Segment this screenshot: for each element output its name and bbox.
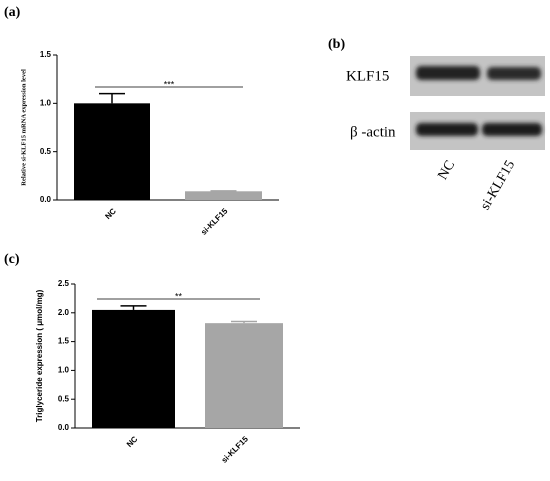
error-bar (99, 92, 125, 104)
bar (92, 309, 175, 428)
x-tick-label: si-KLF15 (199, 206, 230, 237)
y-axis-label: Relative si-KLF15 mRNA expression level (20, 69, 27, 186)
band (416, 123, 478, 136)
bar (205, 323, 283, 428)
y-tick-label: 0.5 (40, 147, 52, 156)
x-tick-label: NC (103, 206, 118, 221)
row-label: KLF15 (346, 68, 389, 84)
y-tick-label: 1.0 (58, 366, 70, 375)
lane-label: si-KLF15 (478, 158, 518, 213)
bar (74, 103, 150, 200)
band (487, 67, 541, 80)
y-tick-label: 0.0 (58, 423, 70, 432)
panel-label: (c) (4, 252, 20, 267)
row-label: β -actin (350, 124, 396, 140)
band (416, 66, 480, 80)
y-tick-label: 0.0 (40, 195, 52, 204)
significance-label: *** (164, 79, 175, 89)
panel-label: (a) (4, 5, 21, 20)
y-tick-label: 2.0 (58, 308, 70, 317)
y-axis-label: Triglyceride expression ( μmol/mg) (35, 289, 44, 422)
y-tick-label: 1.5 (40, 50, 52, 59)
x-tick-label: si-KLF15 (220, 434, 251, 465)
y-tick-label: 2.5 (58, 279, 70, 288)
lane-label: NC (436, 158, 459, 182)
band (482, 123, 542, 136)
bar (185, 191, 262, 200)
x-tick-label: NC (125, 434, 140, 449)
error-bar (120, 305, 147, 310)
y-tick-label: 1.5 (58, 337, 70, 346)
panel-label: (b) (328, 37, 345, 52)
y-tick-label: 0.5 (58, 394, 70, 403)
y-tick-label: 1.0 (40, 98, 52, 107)
western-blot: KLF15 β -actin NC si-KLF15 (346, 56, 545, 213)
significance-label: ** (175, 291, 183, 301)
error-bar (231, 320, 257, 324)
